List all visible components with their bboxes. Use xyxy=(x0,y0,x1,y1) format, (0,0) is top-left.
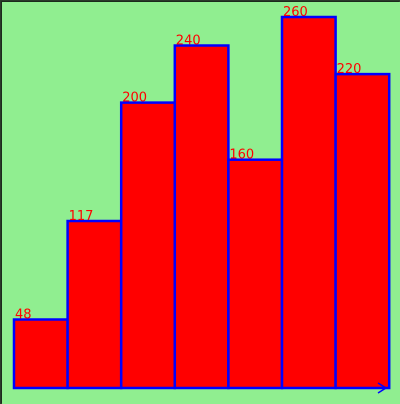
bar-value-label-6: 260 xyxy=(283,5,308,20)
bar-value-label-3: 200 xyxy=(122,91,147,106)
bar-3 xyxy=(119,101,177,390)
bar-5 xyxy=(227,158,284,390)
bar-1 xyxy=(12,318,69,390)
axis-arrow-icon xyxy=(377,382,388,394)
labels-group: 48 117 200 240 160 260 220 xyxy=(15,5,361,323)
bar-value-label-7: 220 xyxy=(337,62,362,77)
bar-2 xyxy=(66,219,123,390)
bar-6 xyxy=(280,15,337,390)
bar-4 xyxy=(173,44,230,390)
bar-value-label-1: 48 xyxy=(15,308,32,323)
bar-7 xyxy=(334,72,391,390)
bar-value-label-5: 160 xyxy=(229,148,254,163)
bars-group xyxy=(12,15,391,390)
bar-value-label-4: 240 xyxy=(176,34,201,49)
bar-value-label-2: 117 xyxy=(69,209,94,224)
